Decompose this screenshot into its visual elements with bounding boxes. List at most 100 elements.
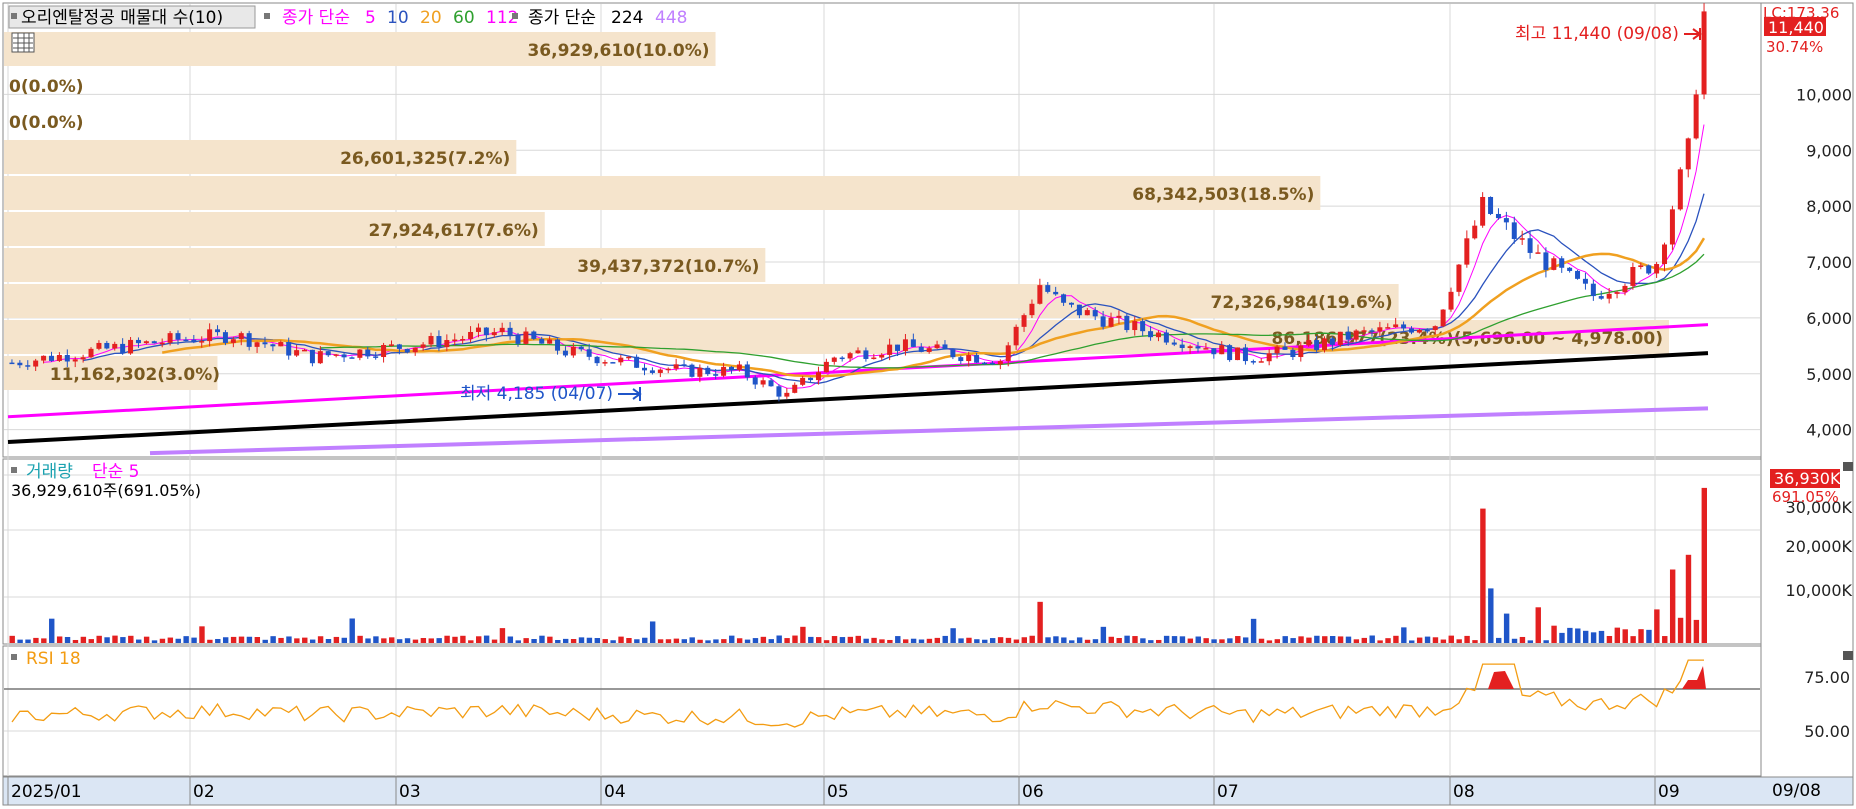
candle-up [1108,317,1114,327]
candle-down [1314,340,1320,351]
rsi-tick-label: 50.00 [1804,722,1850,741]
volume-bar [9,635,15,643]
volume-bar [1211,639,1217,643]
volume-bar [175,638,181,643]
volume-bar [483,635,490,643]
volume-bar [689,637,695,643]
candle-down [325,351,331,356]
candle-down [286,342,292,356]
volume-bar [143,636,150,643]
volume-bar [286,636,292,643]
candle-down [1290,349,1296,358]
volume-bar [1464,635,1470,643]
volume-bar [1361,637,1367,643]
profile-bar [4,248,766,282]
volume-panel[interactable] [2,458,1762,645]
low-arrow-icon [618,387,642,401]
candle-up [879,354,885,358]
volume-bar [602,639,608,643]
volume-bar [1345,636,1352,643]
candle-up [626,356,632,359]
candle-up [294,350,300,356]
candle-up [159,342,165,345]
volume-bar [72,639,79,643]
volume-bar [618,636,624,643]
volume-bar [1401,627,1407,643]
candle-up [1677,169,1683,210]
profile-label: 68,342,503(18.5%) [1132,185,1314,205]
volume-bar [744,639,751,643]
candle-down [1559,258,1565,268]
candle-up [1669,209,1675,245]
candle-down [9,362,15,365]
candle-down [728,366,734,370]
ma2-period-label: 224 [611,8,643,28]
candle-up [1258,361,1264,363]
candle-up [1385,327,1391,329]
candle-down [1527,238,1533,253]
volume-bar [1567,627,1573,643]
volume-bar [586,637,593,643]
candle-down [649,370,655,373]
rsi-panel[interactable] [2,645,1762,777]
volume-bar [1575,628,1581,643]
volume-bar [918,639,925,643]
volume-bar [1156,639,1162,643]
volume-bar [1598,630,1605,643]
candle-down [1242,347,1248,362]
candle-up [499,327,505,333]
candle-up [1519,238,1525,240]
close-panel-icon[interactable] [1843,651,1853,660]
volume-bar [1488,588,1494,643]
volume-bar [136,639,142,643]
candle-up [80,357,86,360]
profile-label: 0(0.0%) [9,77,84,97]
table-icon[interactable] [11,32,35,53]
volume-bar [839,637,846,643]
candle-down [1195,346,1201,349]
volume-bar [792,635,798,643]
volume-bar [958,638,964,643]
candle-down [215,329,221,333]
volume-bar [1614,627,1621,643]
volume-bar [1045,637,1051,643]
volume-bar [262,639,268,643]
date-tick-label: 04 [604,782,626,802]
close-panel-icon[interactable] [1843,462,1853,471]
candle-up [1116,315,1122,318]
candle-down [768,380,774,387]
candle-up [887,344,893,355]
candle-up [1662,244,1668,265]
rsi-overbought-fill [1488,671,1514,689]
candle-up [1266,353,1272,362]
candle-down [1488,196,1494,214]
candle-down [1250,361,1256,363]
price-legend-box[interactable] [8,5,256,29]
candle-up [1614,292,1620,294]
volume-bar [317,636,324,643]
volume-tick-label: 10,000K [1786,581,1853,600]
volume-bar [681,639,687,643]
volume-bar [1298,636,1304,643]
candle-up [333,354,339,356]
volume-bar [199,626,205,643]
candle-down [1646,265,1652,274]
candle-up [1685,138,1691,170]
volume-bar [389,637,395,643]
candle-down [1053,291,1059,295]
candle-up [460,339,466,341]
candle-down [713,374,719,376]
volume-bar [246,636,253,643]
candle-up [792,384,798,393]
candle-up [1084,310,1090,316]
volume-bar [1693,619,1700,643]
volume-bar [1290,638,1296,643]
candle-down [48,355,54,361]
volume-bar [610,640,616,643]
volume-bar [1227,638,1233,643]
volume-bar [831,636,838,643]
candle-down [365,349,371,357]
volume-bar [1677,617,1684,643]
candle-down [918,346,924,352]
candle-down [404,348,410,353]
